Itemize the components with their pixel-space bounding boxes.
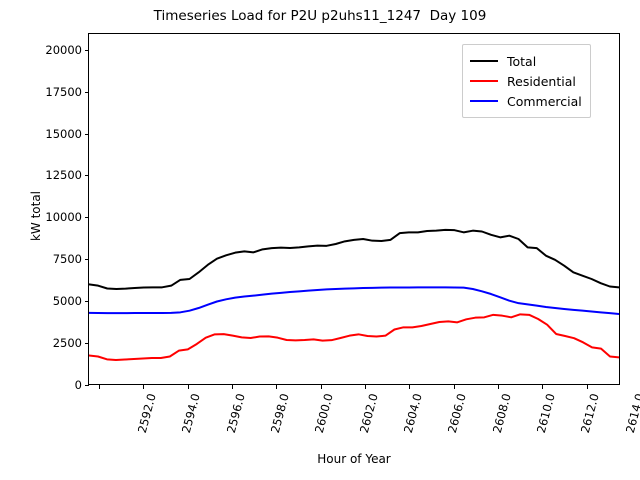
x-tick-label: 2610.0 [533, 392, 558, 435]
series-line-total [89, 228, 619, 290]
x-tick-label: 2614.0 [622, 392, 640, 435]
y-tick-label: 0 [74, 378, 82, 392]
y-tick-mark [84, 385, 89, 386]
x-axis-label: Hour of Year [317, 452, 391, 466]
legend: Total Residential Commercial [462, 44, 591, 118]
y-tick-label: 15000 [45, 126, 82, 141]
legend-swatch-total [470, 60, 498, 62]
legend-entry-total: Total [470, 51, 582, 71]
legend-entry-residential: Residential [470, 71, 582, 91]
legend-label-commercial: Commercial [507, 93, 582, 109]
x-tick-label: 2604.0 [400, 392, 425, 435]
y-tick-label: 2500 [52, 336, 82, 351]
x-tick-mark [232, 385, 234, 389]
x-tick-label: 2608.0 [489, 392, 514, 435]
y-tick-label: 20000 [45, 42, 82, 57]
x-tick-mark [365, 385, 367, 389]
y-tick-label: 12500 [45, 168, 82, 183]
x-tick-mark [276, 385, 278, 389]
x-tick-mark [320, 385, 322, 389]
y-tick-label: 10000 [45, 210, 82, 225]
x-tick-mark [586, 385, 588, 389]
x-tick-mark [143, 385, 145, 389]
legend-label-residential: Residential [507, 73, 576, 89]
x-tick-label: 2606.0 [445, 392, 470, 435]
legend-label-total: Total [507, 53, 537, 69]
x-tick-mark [453, 385, 455, 389]
chart-title: Timeseries Load for P2U p2uhs11_1247 Day… [153, 8, 487, 24]
x-tick-mark [542, 385, 544, 389]
x-tick-label: 2612.0 [578, 392, 603, 435]
x-tick-mark [409, 385, 411, 389]
y-tick-label: 5000 [52, 294, 82, 309]
legend-entry-commercial: Commercial [470, 91, 582, 111]
x-tick-label: 2592.0 [134, 392, 159, 435]
x-tick-mark [187, 385, 189, 389]
series-line-residential [89, 313, 619, 361]
series-line-commercial [89, 286, 619, 315]
y-tick-label: 17500 [45, 84, 82, 99]
x-tick-label: 2594.0 [179, 392, 204, 435]
x-tick-mark [498, 385, 500, 389]
x-tick-label: 2598.0 [267, 392, 292, 435]
x-tick-label: 2596.0 [223, 392, 248, 435]
x-tick-label: 2602.0 [356, 392, 381, 435]
x-tick-label: 2600.0 [312, 392, 337, 435]
legend-swatch-residential [470, 80, 498, 82]
series-lines [89, 228, 619, 361]
legend-swatch-commercial [470, 100, 498, 102]
y-axis-label: kW total [29, 190, 43, 242]
y-tick-label: 7500 [52, 252, 82, 267]
x-tick-mark [99, 385, 101, 389]
